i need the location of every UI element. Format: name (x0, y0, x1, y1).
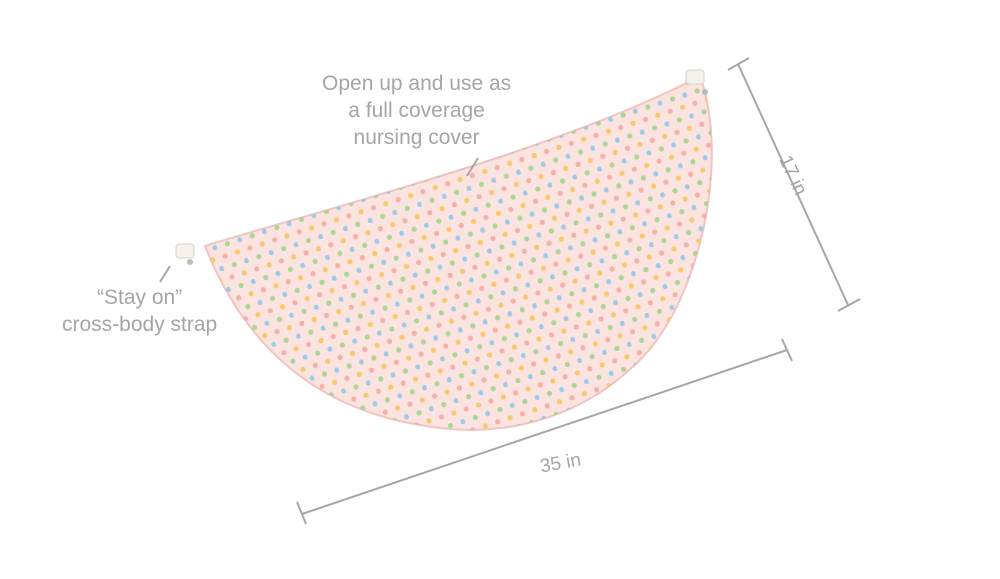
callout-line: nursing cover (353, 126, 480, 149)
callout-pointer-strap (159, 265, 171, 283)
callout-strap: “Stay on” cross-body strap (62, 284, 217, 338)
callout-open-up: Open up and use as a full coverage nursi… (322, 70, 511, 151)
height-dimension-line (727, 57, 861, 312)
callout-pointer-top (466, 157, 479, 177)
callout-line: “Stay on” (97, 286, 183, 309)
strap-clip-left (175, 243, 195, 265)
width-dimension-line (296, 338, 793, 525)
callout-line: Open up and use as (322, 72, 512, 95)
strap-clip-right (685, 69, 708, 95)
callout-line: cross-body strap (62, 313, 218, 336)
callout-line: a full coverage (348, 99, 485, 122)
